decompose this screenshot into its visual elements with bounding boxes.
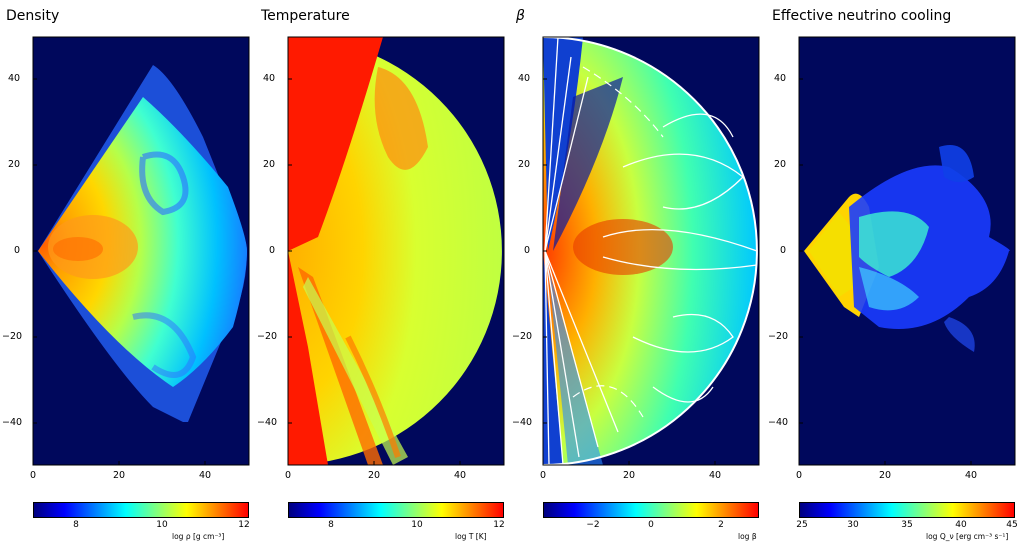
y-tick-label: −20 bbox=[768, 331, 789, 342]
density-axes bbox=[32, 36, 250, 466]
y-tick-label: 20 bbox=[263, 159, 276, 170]
neutrino-cooling-colorbar bbox=[799, 502, 1015, 518]
y-tick-label: −40 bbox=[2, 417, 23, 428]
y-tick-label: 20 bbox=[774, 159, 787, 170]
temperature-colorbar bbox=[288, 502, 504, 518]
y-tick-label: 40 bbox=[518, 73, 531, 84]
y-tick-label: −20 bbox=[257, 331, 278, 342]
y-tick-label: 20 bbox=[8, 159, 21, 170]
panel-title: Effective neutrino cooling bbox=[772, 8, 952, 24]
y-tick-label: 0 bbox=[269, 245, 276, 256]
neutrino-cooling-axes bbox=[798, 36, 1016, 466]
colorbar-tick-label: 25 bbox=[796, 520, 808, 530]
colorbar-tick-label: 45 bbox=[1006, 520, 1018, 530]
neutrino-cooling-plot-area bbox=[799, 37, 1015, 465]
y-tick-label: 0 bbox=[524, 245, 531, 256]
beta-colorbar bbox=[543, 502, 759, 518]
y-tick-label: 40 bbox=[263, 73, 276, 84]
x-tick-label: 40 bbox=[454, 470, 467, 481]
colorbar-tick-label: 8 bbox=[328, 520, 334, 530]
density-colorbar bbox=[33, 502, 249, 518]
x-tick-label: 0 bbox=[30, 470, 37, 481]
neutrino-cooling-heatmap bbox=[804, 145, 1010, 352]
y-tick-label: −40 bbox=[768, 417, 789, 428]
x-tick-label: 20 bbox=[113, 470, 126, 481]
density-plot-area bbox=[33, 37, 249, 465]
y-tick-label: 40 bbox=[8, 73, 21, 84]
x-tick-label: 0 bbox=[540, 470, 547, 481]
panel-title: Temperature bbox=[261, 8, 350, 24]
x-tick-label: 20 bbox=[623, 470, 636, 481]
colorbar-tick-label: 40 bbox=[955, 520, 967, 530]
colorbar-label: log T [K] bbox=[455, 532, 487, 541]
temperature-plot-area bbox=[288, 37, 504, 465]
beta-heatmap bbox=[543, 37, 758, 465]
temperature-heatmap bbox=[288, 37, 502, 465]
colorbar-tick-label: −2 bbox=[586, 520, 600, 530]
x-tick-label: 0 bbox=[796, 470, 803, 481]
x-tick-label: 20 bbox=[368, 470, 381, 481]
colorbar-tick-label: 2 bbox=[718, 520, 724, 530]
y-tick-label: 20 bbox=[518, 159, 531, 170]
density-heatmap bbox=[38, 65, 247, 422]
panel-title: Density bbox=[6, 8, 60, 24]
colorbar-tick-label: 10 bbox=[156, 520, 168, 530]
y-tick-label: 40 bbox=[774, 73, 787, 84]
colorbar-label: log β bbox=[738, 532, 757, 541]
colorbar-tick-label: 12 bbox=[493, 520, 505, 530]
beta-axes bbox=[542, 36, 760, 466]
temperature-axes bbox=[287, 36, 505, 466]
colorbar-label: log Q_ν [erg cm⁻³ s⁻¹] bbox=[926, 532, 1009, 541]
colorbar-tick-label: 30 bbox=[847, 520, 859, 530]
temperature-panel: Temperature bbox=[255, 0, 510, 542]
panel-title: β bbox=[516, 8, 525, 24]
colorbar-tick-label: 8 bbox=[73, 520, 79, 530]
y-tick-label: −20 bbox=[512, 331, 533, 342]
neutrino-cooling-panel: Effective neutrino cooling 40 20 0 −20 −… bbox=[766, 0, 1021, 542]
y-tick-label: −40 bbox=[512, 417, 533, 428]
colorbar-tick-label: 0 bbox=[648, 520, 654, 530]
x-tick-label: 40 bbox=[709, 470, 722, 481]
colorbar-tick-label: 12 bbox=[238, 520, 250, 530]
y-tick-label: −40 bbox=[257, 417, 278, 428]
y-tick-label: 0 bbox=[14, 245, 21, 256]
x-tick-label: 20 bbox=[879, 470, 892, 481]
y-tick-label: 0 bbox=[780, 245, 787, 256]
beta-plot-area bbox=[543, 37, 759, 465]
beta-panel: β bbox=[510, 0, 765, 542]
density-panel: Density bbox=[0, 0, 255, 542]
y-tick-label: −20 bbox=[2, 331, 23, 342]
colorbar-tick-label: 35 bbox=[901, 520, 913, 530]
colorbar-label: log ρ [g cm⁻³] bbox=[172, 532, 225, 541]
x-tick-label: 0 bbox=[285, 470, 292, 481]
x-tick-label: 40 bbox=[965, 470, 978, 481]
x-tick-label: 40 bbox=[199, 470, 212, 481]
colorbar-tick-label: 10 bbox=[411, 520, 423, 530]
